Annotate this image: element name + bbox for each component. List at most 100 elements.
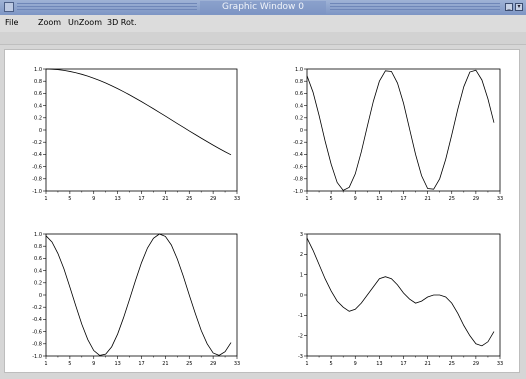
plot-2-y-tick-label: -0.2	[293, 140, 303, 146]
plot-3-y-tick-label: 0	[39, 293, 42, 299]
plot-2-x-tick-label: 1	[305, 196, 308, 202]
plot-1-y-tick-label: 1.0	[34, 67, 42, 73]
plot-2-frame	[306, 68, 501, 192]
plot-2-y-tick-label: 0.6	[295, 91, 303, 97]
plot-1-frame	[45, 68, 238, 192]
plot-1-y-tick-label: -0.6	[32, 164, 42, 170]
plot-4-x-tick-label: 17	[400, 361, 406, 367]
plot-2-y-tick-label: -0.6	[293, 164, 303, 170]
toolbar	[0, 32, 526, 45]
plot-2-x-tick-label: 17	[400, 196, 406, 202]
plot-1-x-tick-label: 29	[210, 196, 216, 202]
plot-1-y-tick-label: 0.2	[34, 116, 42, 122]
menu-file[interactable]: File	[5, 18, 19, 27]
plot-4-x-tick-label: 9	[354, 361, 357, 367]
plot-1-y-tick-label: -0.4	[32, 152, 42, 158]
plot-2-y-tick-label: 1.0	[295, 67, 303, 73]
menu-unzoom[interactable]: UnZoom	[68, 18, 102, 27]
plot-3-frame	[45, 233, 238, 357]
plot-3-y-tick-label: -0.8	[32, 342, 42, 348]
plot-2-series-line	[306, 69, 495, 191]
plot-1-y-tick-label: -0.2	[32, 140, 42, 146]
menu-3d-rot[interactable]: 3D Rot.	[107, 18, 137, 27]
plot-4-series-line	[306, 237, 495, 347]
plot-4-y-tick-label: -3	[298, 354, 303, 360]
plot-2-y-tick-label: 0.2	[295, 116, 303, 122]
graphics-canvas[interactable]: 1 5 9 13 17 21 25 29 33 1.0 0.8 0.6 0.4 0.2 0 -0.2 -0.4-…	[4, 49, 520, 373]
plot-1-x-tick-label: 25	[186, 196, 192, 202]
plot-2-y-tick-label: 0.4	[295, 103, 303, 109]
plot-1-x-tick-label: 33	[234, 196, 240, 202]
plot-2-x-tick-label: 9	[354, 196, 357, 202]
plot-2-y-tick-label: 0	[300, 128, 303, 134]
plot-4-x-tick-label: 33	[497, 361, 503, 367]
plot-4-y-tick-label: 1	[300, 272, 303, 278]
plot-4-y-tick-label: 0	[300, 293, 303, 299]
plot-4-x-tick-label: 5	[330, 361, 333, 367]
plot-3-x-tick-label: 13	[114, 361, 120, 367]
window-title: Graphic Window 0	[200, 1, 326, 14]
plot-1-x-tick-label: 9	[92, 196, 95, 202]
title-bar[interactable]: Graphic Window 0 _ ▾	[0, 0, 526, 15]
plot-2-y-tick-label: -0.4	[293, 152, 303, 158]
plot-1-y-tick-label: 0	[39, 128, 42, 134]
plot-3-y-tick-label: -0.2	[32, 305, 42, 311]
plot-2-x-tick-label: 33	[497, 196, 503, 202]
plot-2-x-tick-label: 25	[449, 196, 455, 202]
plot-3-x-tick-label: 17	[138, 361, 144, 367]
plot-2-y-tick-label: -1.0	[293, 189, 303, 195]
plot-2-x-tick-label: 21	[424, 196, 430, 202]
title-bar-stripes-right	[330, 3, 500, 12]
plot-4-y-tick-label: 3	[300, 232, 303, 238]
plot-3-y-tick-label: 0.2	[34, 281, 42, 287]
minimize-button[interactable]: _	[505, 3, 513, 11]
plot-1-x-tick-label: 5	[68, 196, 71, 202]
plot-3-y-tick-label: 0.6	[34, 256, 42, 262]
plot-1-x-tick-label: 13	[114, 196, 120, 202]
menu-zoom[interactable]: Zoom	[38, 18, 62, 27]
plot-4-y-tick-label: -1	[298, 313, 303, 319]
plot-3-x-tick-label: 21	[162, 361, 168, 367]
plot-1-x-tick-label: 21	[162, 196, 168, 202]
plot-4-y-tick-label: -2	[298, 333, 303, 339]
plot-2-x-tick-label: 5	[330, 196, 333, 202]
plot-3-x-tick-label: 25	[186, 361, 192, 367]
plot-3-y-tick-label: -1.0	[32, 354, 42, 360]
plot-3-y-tick-label: -0.6	[32, 329, 42, 335]
plot-1-y-tick-label: -1.0	[32, 189, 42, 195]
menu-bar: File Zoom UnZoom 3D Rot.	[0, 15, 526, 32]
plots-svg: 1 5 9 13 17 21 25 29 331.00.80.60.40.20-0.2-0.4-…	[32, 67, 503, 367]
plot-1-y-tick-label: 0.6	[34, 91, 42, 97]
plot-3-series-line	[45, 233, 232, 356]
plot-3-y-tick-label: 0.8	[34, 244, 42, 250]
plot-3-x-tick-label: 1	[44, 361, 47, 367]
plot-3-x-tick-label: 33	[234, 361, 240, 367]
plot-4-frame	[306, 233, 501, 357]
plot-2-x-tick-label: 13	[376, 196, 382, 202]
plot-4-x-tick-label: 25	[449, 361, 455, 367]
plot-1-y-tick-label: 0.8	[34, 79, 42, 85]
plot-4-y-tick-label: 2	[300, 252, 303, 258]
plot-3-y-tick-label: 1.0	[34, 232, 42, 238]
title-bar-stripes-left	[17, 3, 197, 12]
plot-1-y-tick-label: 0.4	[34, 103, 42, 109]
maximize-button[interactable]: ▾	[515, 3, 523, 11]
plot-2-x-tick-label: 29	[473, 196, 479, 202]
plot-3-x-tick-label: 5	[68, 361, 71, 367]
plot-1-x-tick-label: 1	[44, 196, 47, 202]
plot-4-x-tick-label: 1	[305, 361, 308, 367]
plot-4-x-tick-label: 21	[424, 361, 430, 367]
plot-3-y-tick-label: -0.4	[32, 317, 42, 323]
window-menu-icon[interactable]	[4, 2, 14, 12]
plot-3-x-tick-label: 29	[210, 361, 216, 367]
plot-3-x-tick-label: 9	[92, 361, 95, 367]
plot-2-y-tick-label: -0.8	[293, 177, 303, 183]
plot-1-series-line	[45, 68, 232, 156]
plot-4-x-tick-label: 13	[376, 361, 382, 367]
plot-1-y-tick-label: -0.8	[32, 177, 42, 183]
plot-1-x-tick-label: 17	[138, 196, 144, 202]
plot-4-x-tick-label: 29	[473, 361, 479, 367]
plot-2-y-tick-label: 0.8	[295, 79, 303, 85]
plot-3-y-tick-label: 0.4	[34, 268, 42, 274]
